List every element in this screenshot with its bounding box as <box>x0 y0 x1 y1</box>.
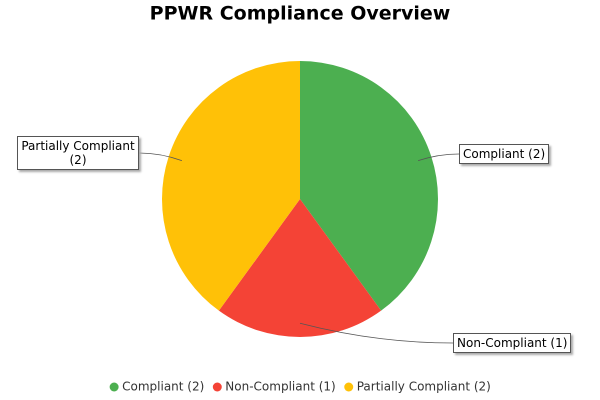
legend-swatch <box>212 382 222 392</box>
slice-label: Compliant (2) <box>459 144 550 164</box>
slice-label: Non-Compliant (1) <box>453 333 572 353</box>
legend-label: Partially Compliant (2) <box>357 380 491 394</box>
pie-slice <box>300 61 439 311</box>
legend-swatch <box>344 382 354 392</box>
pie-slice <box>218 199 382 337</box>
legend-label: Non-Compliant (1) <box>225 380 335 394</box>
chart-title: PPWR Compliance Overview <box>150 3 451 25</box>
leader-line <box>299 322 454 344</box>
legend-label: Compliant (2) <box>122 380 204 394</box>
slice-label: Partially Compliant (2) <box>17 136 139 170</box>
legend-swatch <box>109 382 119 392</box>
pie-slice <box>162 61 300 311</box>
leader-line <box>417 153 460 162</box>
leader-line <box>138 152 183 161</box>
legend: Compliant (2) Non-Compliant (1) Partially … <box>109 380 491 394</box>
